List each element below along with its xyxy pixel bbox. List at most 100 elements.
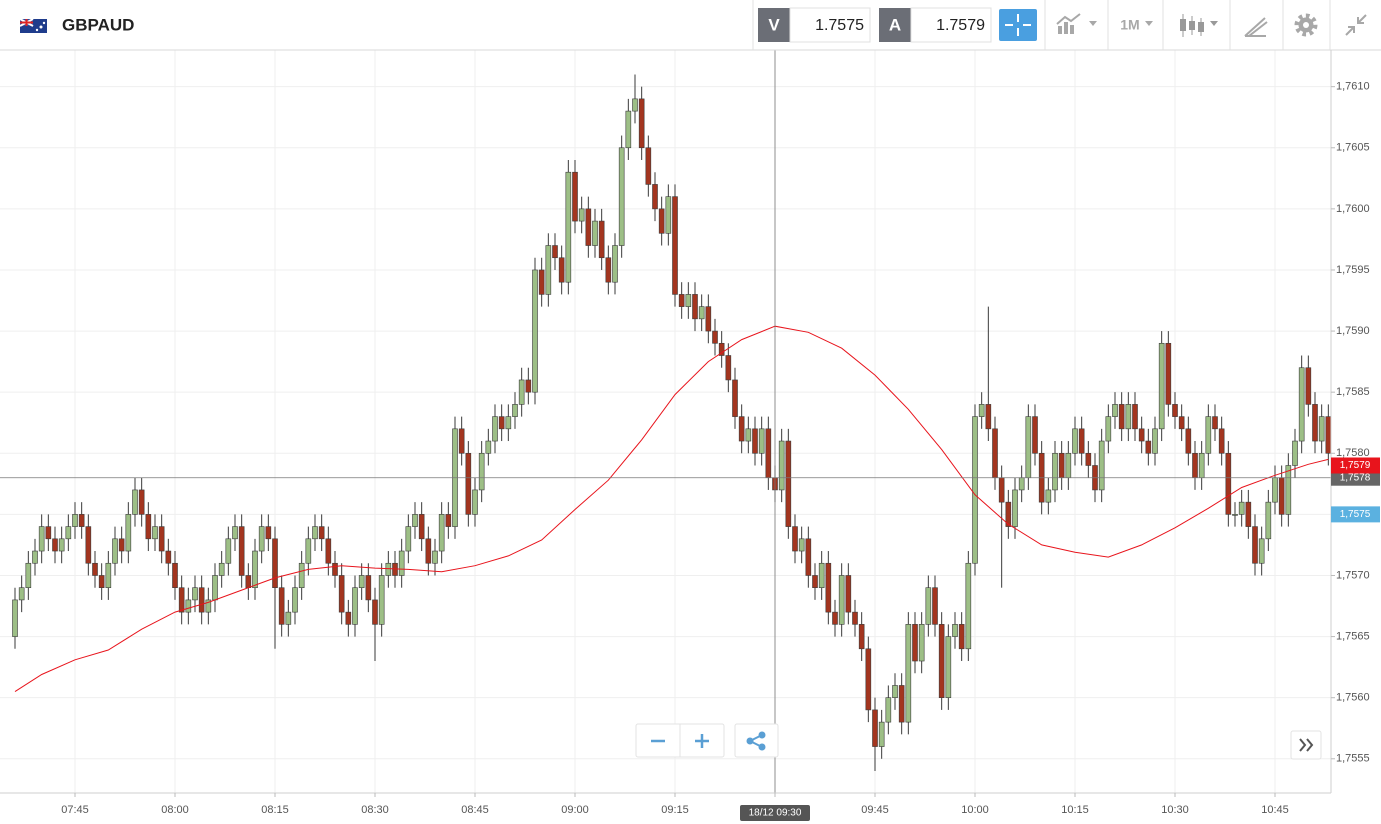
candle-body [998,477,1005,503]
candle-body [1192,452,1198,479]
candle-body [1218,428,1225,454]
candle-body [25,562,32,588]
candle-body [478,452,485,491]
candle-body [1318,416,1325,442]
candle-body [118,538,125,552]
candle-body [658,208,665,234]
candle-type-button[interactable] [1180,14,1218,37]
candle-body [745,428,752,442]
settings-button[interactable] [1294,13,1318,37]
candle-body [785,440,792,527]
candle-body [1105,416,1112,442]
candle-body [1312,404,1318,442]
candle-body [492,416,498,442]
candle-body [858,624,865,650]
collapse-button[interactable] [1345,14,1367,36]
candle-body [765,428,772,479]
bid-button[interactable] [758,8,790,42]
candle-body [945,636,952,698]
candle-body [1025,416,1032,479]
y-tick-label: 1,7560 [1336,692,1370,704]
candle-body [1232,514,1238,516]
candle-body [305,538,312,564]
candle-body [332,562,338,576]
candle-body [418,514,425,540]
crosshair-button[interactable] [999,9,1037,41]
candle-body [132,489,138,515]
candle-body [952,624,958,637]
candle-body [925,587,932,625]
candle-body [1285,465,1292,515]
candle-body [412,514,418,527]
candle-body [278,587,285,625]
candle-body [545,245,552,295]
zoom-in-button[interactable] [695,734,709,748]
candle-body [1005,501,1012,527]
candle-body [172,562,178,588]
candle-body [1098,440,1105,491]
candle-body [598,220,605,259]
candle-body [1272,477,1278,503]
candle-body [678,294,685,307]
ask-button[interactable] [879,8,911,42]
x-tick-label: 08:15 [261,804,289,816]
candle-body [1118,404,1125,430]
candle-body [525,379,532,393]
price-marker [1331,469,1380,486]
candle-body [905,624,912,723]
candle-body [612,245,618,283]
candle-body [212,575,218,601]
crosshair-x-label: 18/12 09:30 [749,808,802,819]
candle-body [1305,367,1312,405]
bid-label: V [768,15,780,34]
candle-body [445,514,452,527]
candle-body [458,428,465,454]
candle-body [625,110,632,149]
candle-body [438,514,445,552]
share-button[interactable] [734,723,779,758]
candle-body [932,587,938,625]
candle-body [12,599,18,637]
candle-body [198,587,205,613]
candle-body [92,562,98,576]
x-tick-label: 10:30 [1161,804,1189,816]
candle-body [52,538,58,552]
candle-body [1072,428,1078,454]
drawing-button[interactable] [1244,17,1268,37]
chart-type-button[interactable] [1056,13,1097,34]
candle-body [558,257,565,283]
candle-body [1138,428,1145,442]
candle-body [632,98,638,112]
candle-body [552,245,558,259]
candle-body [1078,428,1085,454]
candle-body [605,257,612,283]
bid-box [789,7,871,43]
candle-body [692,294,698,320]
candle-body [245,575,252,588]
candle-body [318,526,325,540]
scroll-right-button[interactable] [1290,730,1322,760]
candle-body [812,575,818,588]
candle-body [72,514,78,527]
caret [1145,21,1153,26]
candle-body [792,526,798,552]
candle-body [498,416,505,430]
candle-body [518,379,525,405]
candle-body [405,526,412,552]
candle-body [78,514,85,527]
candle-body [1052,452,1058,491]
candle-body [192,587,198,601]
candle-body [1185,428,1192,454]
candle-body [892,685,898,698]
candle-body [185,599,192,613]
price-marker [1331,457,1380,474]
x-tick-label: 09:00 [561,804,589,816]
timeframe[interactable]: 1M [1120,17,1139,33]
candle-body [838,575,845,625]
candle-body [512,404,518,417]
candle-body [1152,428,1158,454]
candle-body [885,697,892,723]
y-tick-label: 1,7570 [1336,569,1370,581]
candle-body [145,514,152,540]
